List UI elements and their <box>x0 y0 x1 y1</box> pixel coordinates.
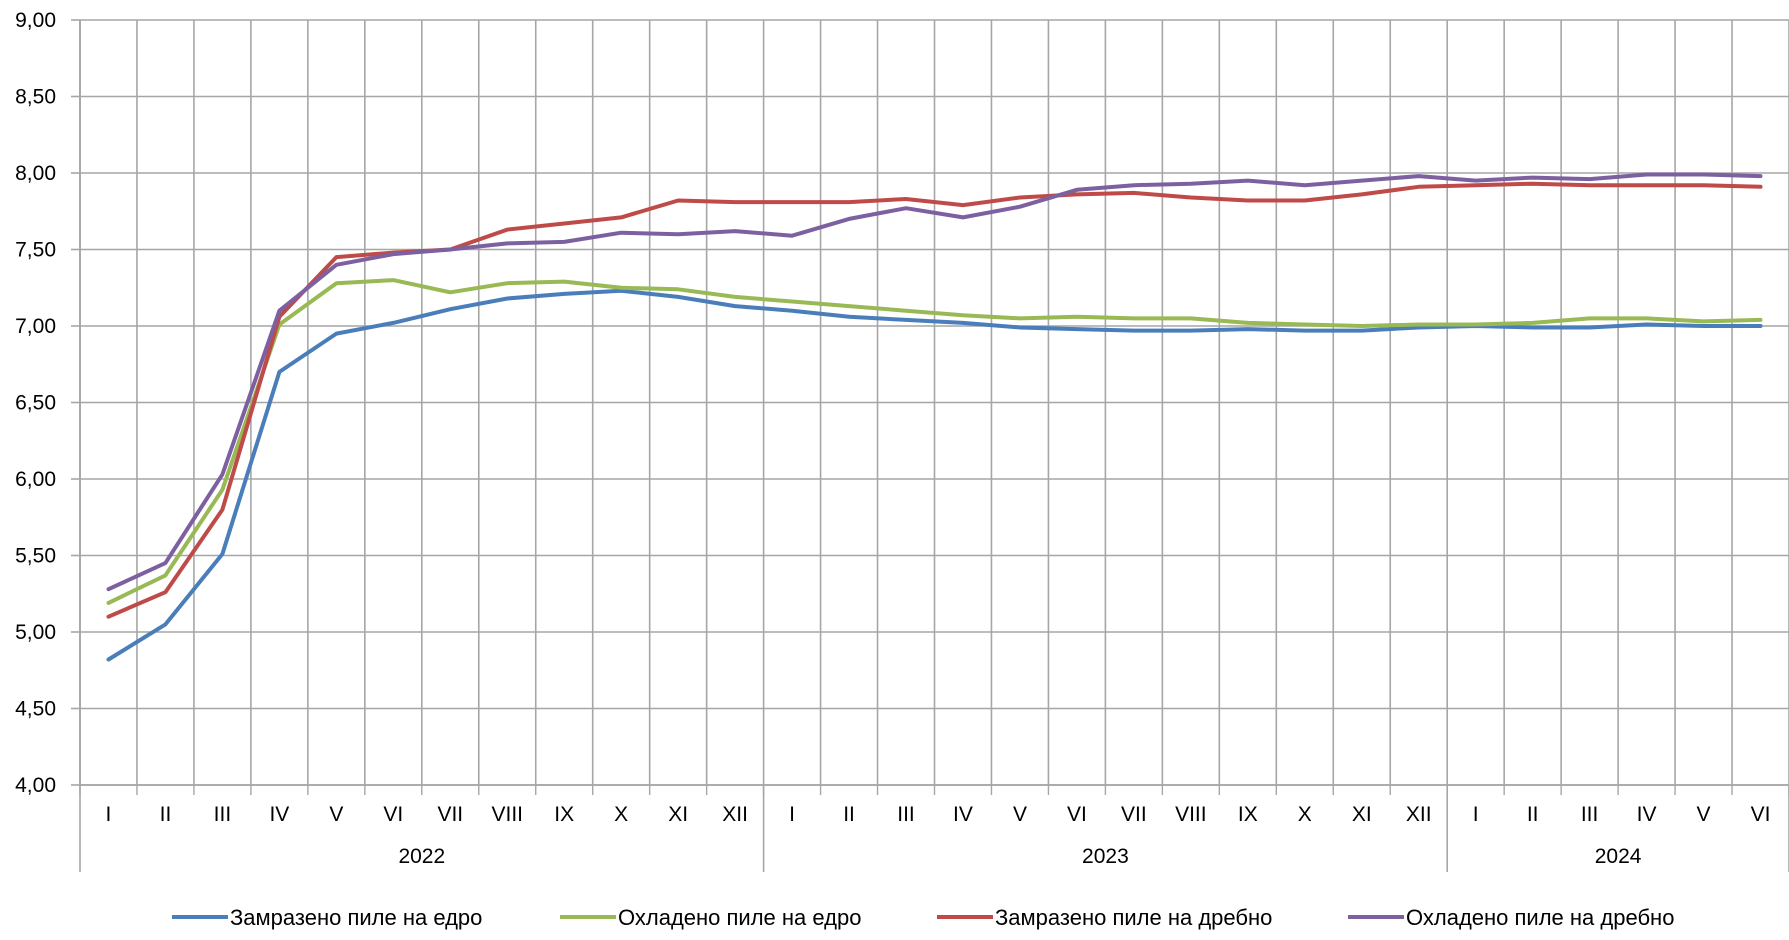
x-tick-label: IX <box>1238 803 1258 826</box>
x-tick-label: II <box>160 803 172 826</box>
x-tick-label: XI <box>1352 803 1372 826</box>
x-tick-label: VIII <box>1175 803 1207 826</box>
y-tick-label: 6,00 <box>15 468 56 491</box>
series-line-3 <box>106 181 1763 619</box>
x-tick-label: XII <box>722 803 748 826</box>
y-tick-label: 8,50 <box>15 86 56 109</box>
x-tick-label: X <box>614 803 628 826</box>
x-tick-label: V <box>329 803 343 826</box>
y-axis: 4,00 4,50 5,00 5,50 6,00 6,50 7,00 7,50 8,00 8,50… <box>15 9 81 797</box>
legend-label: Охладено пиле на едро <box>618 905 861 930</box>
series-line-1 <box>106 288 1763 662</box>
x-tick-label: III <box>1581 803 1599 826</box>
y-tick-label: 7,50 <box>15 239 56 262</box>
y-tick-label: 9,00 <box>15 9 56 32</box>
x-tick-label: V <box>1013 803 1027 826</box>
year-label: 2022 <box>398 845 445 868</box>
x-tick-label: VIII <box>491 803 523 826</box>
y-tick-label: 4,00 <box>15 774 56 797</box>
y-tick-label: 5,00 <box>15 621 56 644</box>
x-tick-label: VI <box>1067 803 1087 826</box>
x-tick-label: IV <box>269 803 289 826</box>
x-tick-label: IX <box>554 803 574 826</box>
x-tick-label: XII <box>1406 803 1432 826</box>
x-tick-label: III <box>214 803 232 826</box>
series-line-4 <box>106 172 1763 592</box>
x-tick-label: II <box>843 803 855 826</box>
series-lines <box>106 172 1763 662</box>
x-tick-label: V <box>1697 803 1711 826</box>
x-tick-label: II <box>1527 803 1539 826</box>
x-tick-label: VII <box>437 803 463 826</box>
year-label: 2024 <box>1595 845 1642 868</box>
x-tick-label: I <box>1473 803 1479 826</box>
y-tick-label: 4,50 <box>15 698 56 721</box>
year-label: 2023 <box>1082 845 1129 868</box>
y-tick-label: 7,00 <box>15 315 56 338</box>
y-tick-label: 6,50 <box>15 392 56 415</box>
legend-label: Замразено пиле на едро <box>230 905 482 930</box>
x-tick-label: I <box>106 803 112 826</box>
x-tick-label: VII <box>1121 803 1147 826</box>
y-tick-label: 5,50 <box>15 545 56 568</box>
y-tick-label: 8,00 <box>15 162 56 185</box>
x-tick-label: IV <box>1637 803 1657 826</box>
x-tick-label: XI <box>668 803 688 826</box>
x-tick-label: III <box>897 803 915 826</box>
x-tick-label: IV <box>953 803 973 826</box>
legend: Замразено пиле на едро Охладено пиле на е… <box>172 905 1674 930</box>
x-tick-label: VI <box>383 803 403 826</box>
x-axis: I II III IV V VI VII VIII IX X XI XII I II III IV V VI VII… <box>79 784 1789 872</box>
legend-label: Охладено пиле на дребно <box>1406 905 1674 930</box>
gridlines <box>79 19 1789 786</box>
legend-label: Замразено пиле на дребно <box>995 905 1272 930</box>
x-tick-label: X <box>1298 803 1312 826</box>
series-line-2 <box>106 278 1763 605</box>
x-tick-label: VI <box>1751 803 1771 826</box>
x-tick-label: I <box>789 803 795 826</box>
